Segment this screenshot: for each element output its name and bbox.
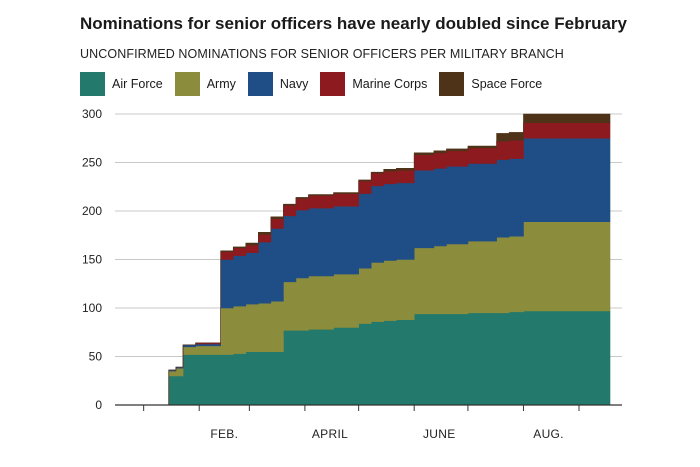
legend-label: Navy bbox=[279, 77, 309, 91]
legend-label: Army bbox=[206, 77, 236, 91]
area-air-force bbox=[143, 310, 611, 406]
y-tick-label: 300 bbox=[82, 107, 102, 121]
x-tick-label: AUG. bbox=[533, 427, 564, 441]
legend-swatch bbox=[320, 72, 346, 96]
legend-item-marine-corps: Marine Corps bbox=[320, 72, 427, 96]
y-tick-label: 50 bbox=[89, 350, 103, 364]
legend-label: Marine Corps bbox=[352, 77, 428, 91]
y-tick-label: 0 bbox=[95, 398, 102, 412]
x-tick-label: APRIL bbox=[312, 427, 348, 441]
y-tick-label: 150 bbox=[82, 253, 102, 267]
legend-swatch bbox=[439, 72, 465, 96]
legend-swatch bbox=[247, 72, 273, 96]
axes: FEB. APRIL JUNE AUG. bbox=[115, 404, 622, 441]
legend-item-navy: Navy bbox=[247, 72, 309, 96]
legend-swatch bbox=[174, 72, 200, 96]
y-tick-label: 100 bbox=[82, 301, 102, 315]
y-tick-label: 200 bbox=[82, 204, 102, 218]
legend-swatch bbox=[80, 72, 105, 96]
area-series bbox=[143, 113, 611, 406]
chart-subtitle: UNCONFIRMED NOMINATIONS FOR SENIOR OFFIC… bbox=[80, 47, 564, 61]
area-space-force bbox=[143, 113, 611, 406]
x-tick-label: FEB. bbox=[210, 427, 238, 441]
x-tick-label: JUNE bbox=[423, 427, 456, 441]
legend-item-army: Army bbox=[174, 72, 236, 96]
legend-item-air-force: Air Force bbox=[80, 72, 163, 96]
legend-item-space-force: Space Force bbox=[439, 72, 542, 96]
y-tick-label: 250 bbox=[82, 156, 102, 170]
legend-label: Space Force bbox=[471, 77, 543, 91]
legend: Air Force Army Navy Marine Corps Space Force bbox=[80, 72, 554, 96]
chart-title: Nominations for senior officers have nea… bbox=[80, 14, 627, 33]
legend-label: Air Force bbox=[112, 77, 163, 91]
